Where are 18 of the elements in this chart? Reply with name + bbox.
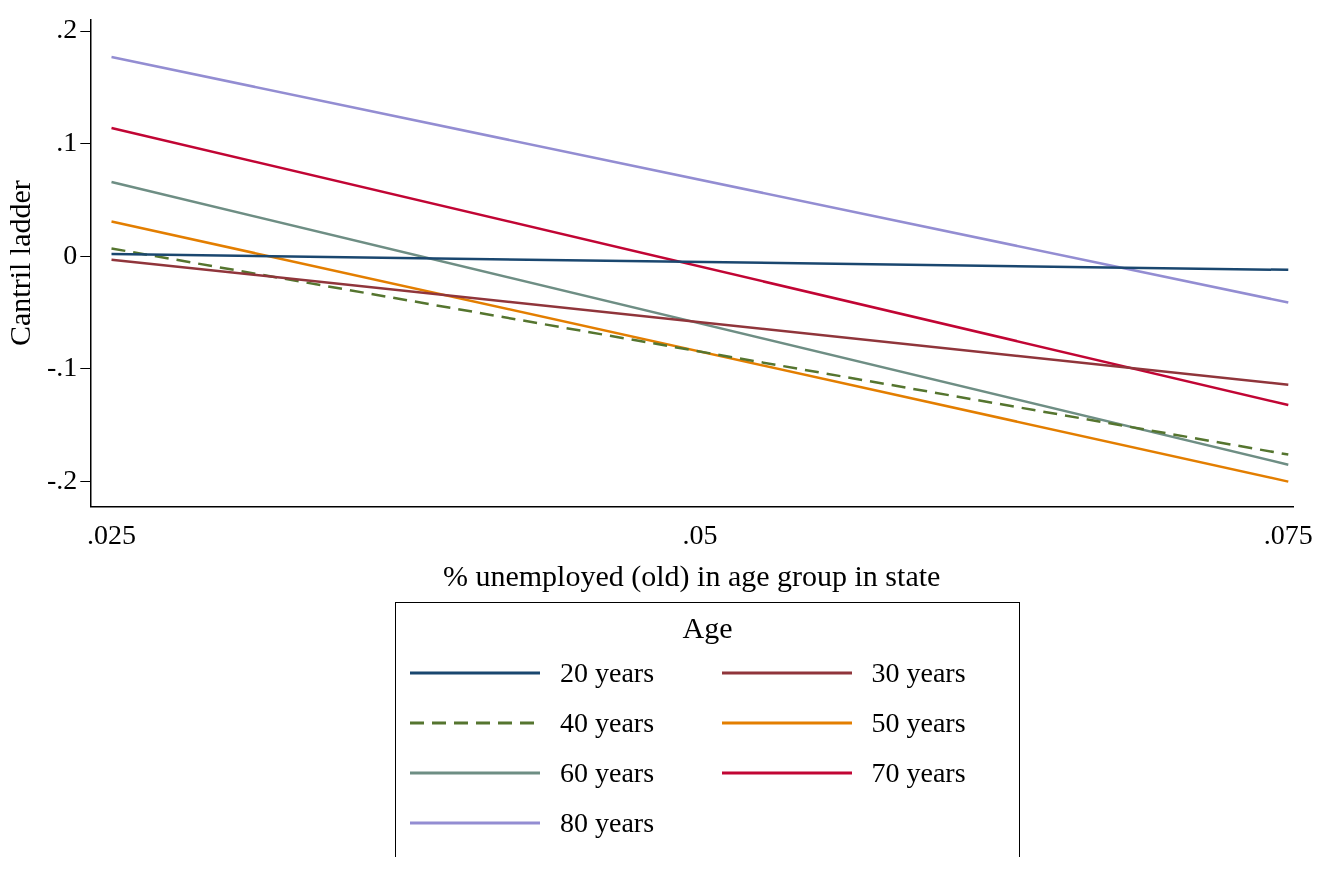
y-tick-label: .2: [56, 13, 78, 45]
legend-label: 20 years: [560, 657, 655, 689]
x-axis-title: % unemployed (old) in age group in state: [442, 558, 941, 593]
y-tick-label: .1: [56, 126, 78, 158]
legend-label: 30 years: [871, 657, 966, 689]
y-tick-label: -.2: [47, 463, 78, 495]
legend-label: 50 years: [871, 707, 966, 739]
y-tick-label: -.1: [47, 351, 78, 383]
y-tick-label: 0: [63, 238, 78, 270]
x-tick-label: .05: [682, 518, 718, 550]
x-tick-label: .025: [87, 518, 137, 550]
legend-label: 60 years: [560, 757, 655, 789]
legend-label: 70 years: [871, 757, 966, 789]
legend-label: 80 years: [560, 807, 655, 839]
legend-label: 40 years: [560, 707, 655, 739]
y-axis-title: Cantril ladder: [2, 180, 36, 346]
legend-title: Age: [681, 611, 734, 645]
x-tick-label: .075: [1263, 518, 1313, 550]
